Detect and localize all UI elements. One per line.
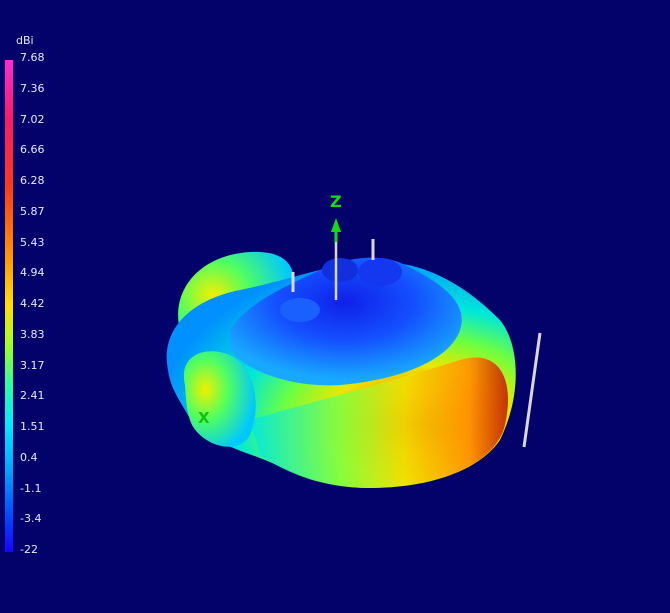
- colorbar-tick: 6.28: [20, 174, 45, 187]
- colorbar-tick: 4.94: [20, 266, 45, 279]
- lobe-top-cap: [230, 257, 462, 386]
- colorbar-tick: -22: [20, 543, 38, 556]
- top-bump: [322, 258, 358, 282]
- z-axis-arrowhead: [331, 218, 341, 232]
- colorbar-tick: 2.41: [20, 389, 45, 402]
- colorbar-tick: 3.17: [20, 359, 45, 372]
- colorbar-tick: 0.4: [20, 451, 38, 464]
- colorbar-tick: -1.1: [20, 482, 42, 495]
- colorbar-tick: -3.4: [20, 512, 42, 525]
- lobe-front-band: [250, 357, 508, 488]
- top-bump: [280, 298, 320, 322]
- colorbar-tick: 1.51: [20, 420, 45, 433]
- colorbar-tick: 7.68: [20, 51, 45, 64]
- colorbar-tick: 7.02: [20, 113, 45, 126]
- x-axis-label: X: [198, 409, 210, 427]
- colorbar-ticks: 7.68 7.36 7.02 6.66 6.28 5.87 5.43 4.94 …: [20, 51, 70, 556]
- colorbar-unit-label: dBi: [16, 34, 34, 47]
- gain-colorbar: [5, 60, 13, 552]
- antenna-element: [522, 332, 542, 448]
- colorbar-tick: 4.42: [20, 297, 45, 310]
- colorbar-tick: 6.66: [20, 143, 45, 156]
- lobe-left: [183, 351, 256, 447]
- colorbar-tick: 3.83: [20, 328, 45, 341]
- top-bump: [358, 258, 402, 286]
- colorbar-tick: 5.87: [20, 205, 45, 218]
- z-axis-label: Z: [330, 192, 342, 211]
- colorbar-tick: 7.36: [20, 82, 45, 95]
- colorbar-tick: 5.43: [20, 236, 45, 249]
